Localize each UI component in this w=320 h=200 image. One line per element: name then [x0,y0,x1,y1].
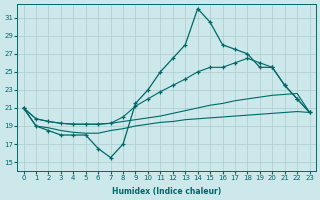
X-axis label: Humidex (Indice chaleur): Humidex (Indice chaleur) [112,187,221,196]
